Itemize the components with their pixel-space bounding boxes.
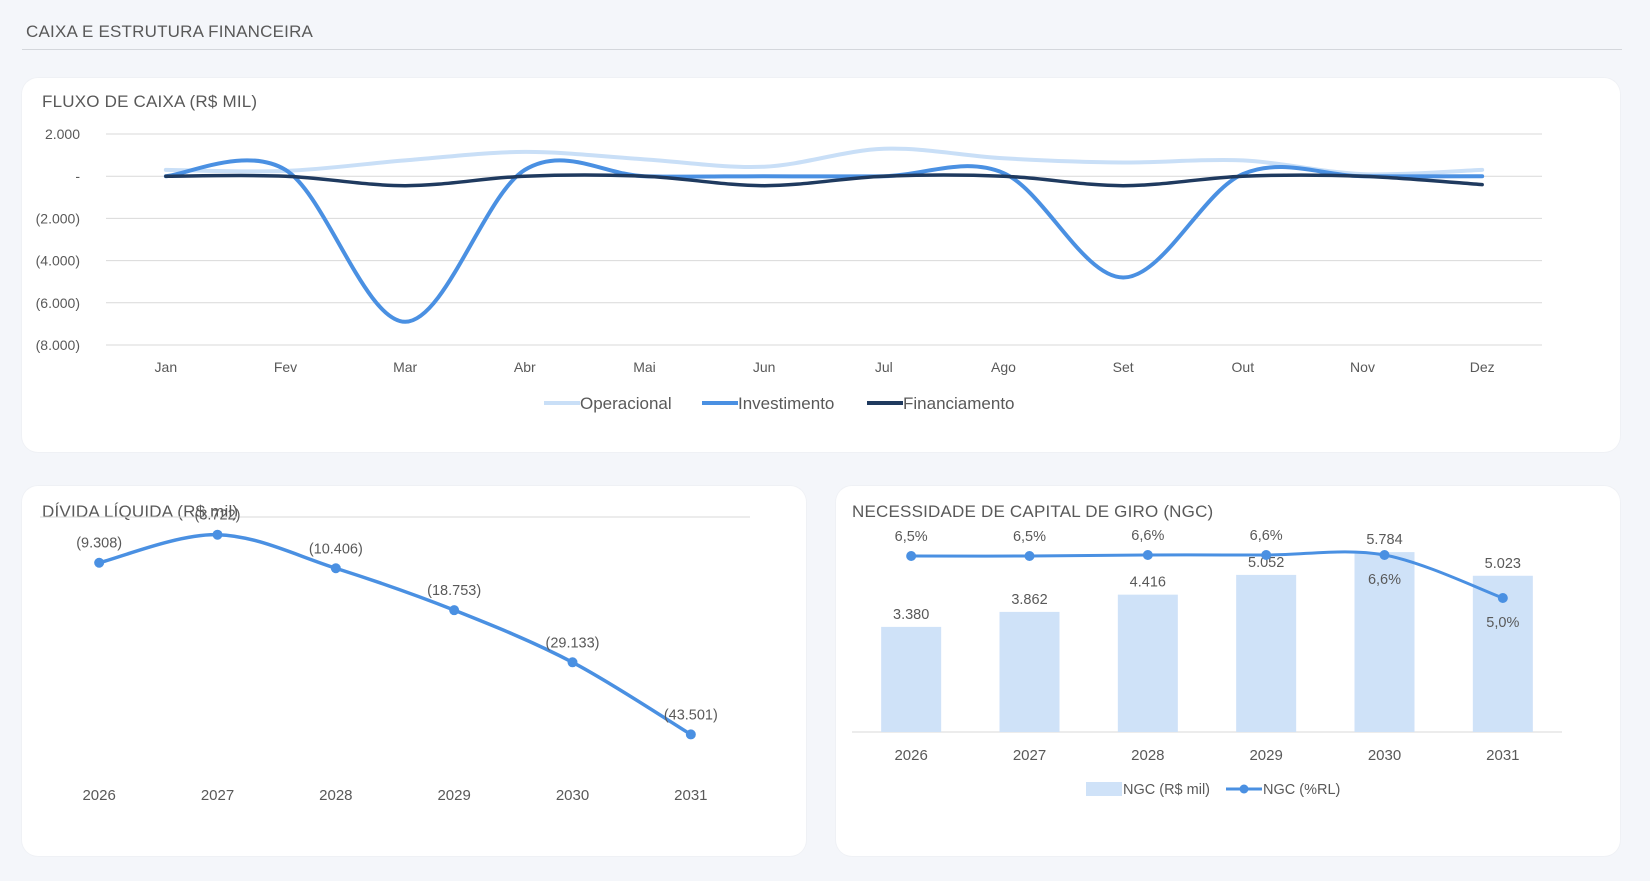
x-tick-label: Abr bbox=[514, 359, 536, 375]
section-divider bbox=[22, 49, 1622, 50]
data-point bbox=[212, 529, 223, 540]
data-label: (29.133) bbox=[545, 635, 599, 651]
bar bbox=[1354, 552, 1415, 732]
ngc-card: NECESSIDADE DE CAPITAL DE GIRO (NGC) 3.3… bbox=[836, 486, 1620, 856]
series-line-ngc-pct bbox=[909, 550, 1505, 600]
legend-swatch-marker bbox=[1239, 784, 1249, 794]
x-tick-label: 2030 bbox=[556, 787, 589, 804]
data-point bbox=[449, 605, 460, 616]
x-tick-label: Mai bbox=[633, 359, 656, 375]
x-tick-label: 2028 bbox=[1131, 747, 1164, 764]
x-tick-label: 2029 bbox=[437, 787, 470, 804]
bar-data-label: 4.416 bbox=[1130, 575, 1166, 591]
series-line-operacional bbox=[163, 146, 1485, 177]
bar bbox=[999, 611, 1060, 732]
bar-data-label: 5.023 bbox=[1485, 556, 1521, 572]
divida-chart: (9.308) (3.722) (10.406) (18.753) (29.133) (4… bbox=[40, 508, 750, 804]
legend-swatch-bar bbox=[1086, 782, 1122, 796]
data-label: (3.722) bbox=[195, 508, 241, 524]
y-tick-label: (6.000) bbox=[36, 295, 80, 311]
bar bbox=[1236, 574, 1297, 732]
legend-label: NGC (R$ mil) bbox=[1123, 782, 1210, 798]
legend-label: Financiamento bbox=[903, 394, 1015, 413]
bar-data-label: 3.380 bbox=[893, 607, 929, 623]
series-line-divida bbox=[97, 532, 693, 737]
line-data-label: 6,5% bbox=[1013, 529, 1046, 545]
data-point bbox=[1497, 593, 1508, 603]
line-data-label: 6,6% bbox=[1250, 528, 1283, 544]
x-tick-label: 2026 bbox=[82, 787, 115, 804]
x-tick-label: Ago bbox=[991, 359, 1016, 375]
x-tick-label: Out bbox=[1232, 359, 1255, 375]
y-tick-label: (4.000) bbox=[36, 253, 80, 269]
ngc-chart: 3.380 3.862 4.416 5.052 5.784 5.023 6,5% 6,5% 6,… bbox=[852, 528, 1562, 798]
fluxo-title: FLUXO DE CAIXA (R$ MIL) bbox=[42, 92, 258, 111]
data-label: (18.753) bbox=[427, 583, 481, 599]
x-tick-label: 2030 bbox=[1368, 747, 1401, 764]
x-tick-label: Fev bbox=[274, 359, 297, 375]
legend-label: NGC (%RL) bbox=[1263, 782, 1340, 798]
x-tick-label: Dez bbox=[1470, 359, 1495, 375]
data-point bbox=[1379, 550, 1390, 560]
data-point bbox=[94, 557, 105, 568]
data-label: (43.501) bbox=[664, 707, 718, 723]
data-point bbox=[330, 563, 341, 574]
data-point bbox=[567, 657, 578, 668]
data-label: (9.308) bbox=[76, 536, 122, 552]
x-tick-label: Set bbox=[1113, 359, 1134, 375]
x-tick-label: 2029 bbox=[1249, 747, 1282, 764]
data-label: (10.406) bbox=[309, 541, 363, 557]
line-data-label: 5,0% bbox=[1486, 615, 1519, 631]
x-tick-label: Nov bbox=[1350, 359, 1375, 375]
y-tick-label: (8.000) bbox=[36, 337, 80, 353]
data-point bbox=[1261, 550, 1272, 560]
divida-title: DÍVIDA LÍQUIDA (R$ mil) bbox=[42, 502, 239, 521]
x-tick-label: 2026 bbox=[894, 747, 927, 764]
line-data-label: 6,6% bbox=[1131, 528, 1164, 544]
x-tick-label: 2031 bbox=[674, 787, 707, 804]
line-data-label: 6,5% bbox=[895, 529, 928, 545]
x-tick-label: 2031 bbox=[1486, 747, 1519, 764]
y-tick-label: (2.000) bbox=[36, 210, 80, 226]
legend-label: Operacional bbox=[580, 394, 672, 413]
section-title: CAIXA E ESTRUTURA FINANCEIRA bbox=[26, 22, 314, 41]
x-tick-label: Jan bbox=[155, 359, 178, 375]
x-tick-label: Jul bbox=[875, 359, 893, 375]
data-point bbox=[685, 729, 696, 740]
data-point bbox=[1142, 550, 1153, 560]
bar-data-label: 5.784 bbox=[1366, 532, 1402, 548]
y-tick-label: - bbox=[75, 168, 80, 184]
legend-label: Investimento bbox=[738, 394, 834, 413]
bar-data-label: 3.862 bbox=[1011, 592, 1047, 608]
x-tick-label: 2027 bbox=[201, 787, 234, 804]
bar bbox=[881, 626, 942, 732]
divida-card: DÍVIDA LÍQUIDA (R$ mil) (9.308) (3.722) (1… bbox=[22, 486, 806, 856]
bar bbox=[1117, 594, 1178, 732]
series-line-investimento bbox=[163, 158, 1485, 324]
x-tick-label: Jun bbox=[753, 359, 776, 375]
x-tick-label: 2028 bbox=[319, 787, 352, 804]
line-data-label: 6,6% bbox=[1368, 572, 1401, 588]
fluxo-card: FLUXO DE CAIXA (R$ MIL) 2.000 - (2.000) (4.… bbox=[22, 78, 1620, 452]
fluxo-chart: 2.000 - (2.000) (4.000) (6.000) (8.000) Jan Fev… bbox=[36, 126, 1542, 413]
series-line-financiamento bbox=[164, 173, 1484, 188]
bar-data-label: 5.052 bbox=[1248, 555, 1284, 571]
data-point bbox=[1024, 551, 1035, 561]
x-tick-label: 2027 bbox=[1013, 747, 1046, 764]
data-point bbox=[906, 551, 917, 561]
x-tick-label: Mar bbox=[393, 359, 417, 375]
ngc-title: NECESSIDADE DE CAPITAL DE GIRO (NGC) bbox=[852, 502, 1214, 521]
y-tick-label: 2.000 bbox=[45, 126, 80, 142]
